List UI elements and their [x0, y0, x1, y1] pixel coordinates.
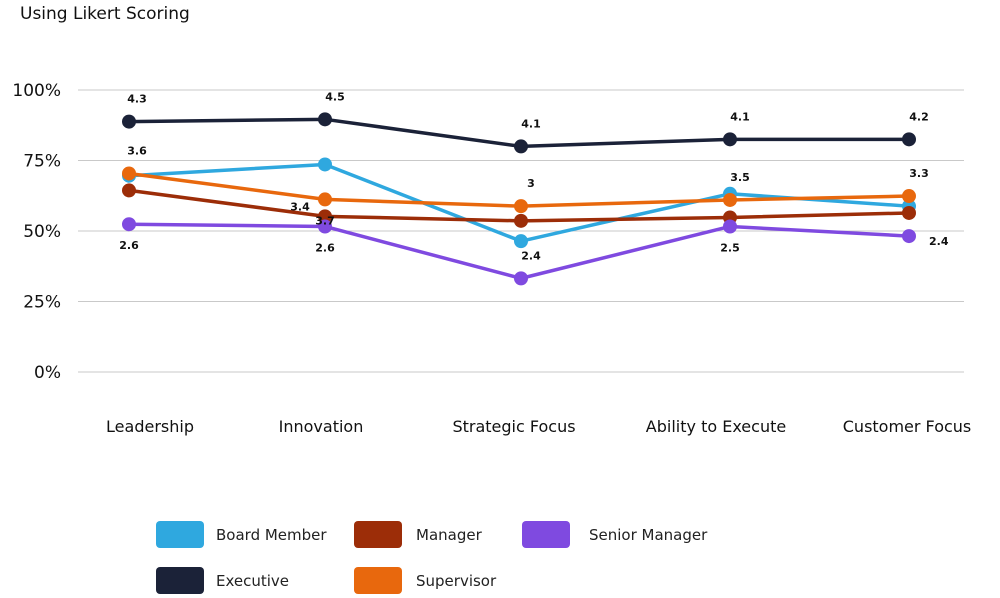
series-point-manager	[902, 205, 916, 220]
series-point-manager	[318, 209, 332, 224]
chart-subtitle: Using Likert Scoring	[20, 4, 190, 24]
series-point-executive	[514, 139, 528, 154]
x-axis-ticks: Leadership Innovation Strategic Focus Abili…	[106, 417, 971, 436]
legend-label-board-member: Board Member	[216, 526, 327, 544]
data-label: 2.6	[315, 241, 335, 254]
x-tick-label: Innovation	[279, 417, 364, 436]
series-point-senior-manager	[122, 217, 136, 232]
legend: Board Member Manager Senior Manager Executi…	[156, 521, 708, 594]
legend-swatch-manager	[354, 521, 402, 548]
series-point-senior-manager	[723, 219, 737, 234]
data-label: 4.3	[127, 93, 147, 106]
series-point-supervisor	[902, 189, 916, 204]
series-point-board-member	[318, 157, 332, 172]
series-line-senior-manager	[128, 222, 910, 281]
data-label: 2.5	[720, 241, 740, 254]
series-point-supervisor	[514, 199, 528, 214]
series-point-executive	[318, 112, 332, 127]
data-label: 3.3	[909, 167, 929, 180]
legend-label-supervisor: Supervisor	[416, 572, 497, 590]
series-point-executive	[723, 132, 737, 147]
y-axis-ticks: 0% 25% 50% 75% 100%	[12, 81, 61, 383]
x-tick-label: Customer Focus	[843, 417, 972, 436]
legend-swatch-supervisor	[354, 567, 402, 594]
legend-label-executive: Executive	[216, 572, 289, 590]
series-point-senior-manager	[902, 229, 916, 244]
data-label: 3.6	[127, 144, 147, 157]
series-point-manager	[122, 183, 136, 198]
data-label: 3	[527, 177, 535, 190]
data-label: 2.4	[521, 249, 541, 262]
data-label: 4.1	[521, 117, 541, 130]
data-labels: 4.3 4.5 4.1 4.1 4.2 3.6 3.7 3 3.5 3.3 3.4 2.6 2.6 2.4…	[119, 90, 949, 262]
y-tick-label: 75%	[23, 152, 61, 172]
x-tick-label: Strategic Focus	[452, 417, 575, 436]
legend-swatch-board-member	[156, 521, 204, 548]
series-point-supervisor	[318, 192, 332, 207]
series-group	[122, 112, 916, 286]
data-label: 4.1	[730, 110, 750, 123]
series-point-supervisor	[122, 166, 136, 181]
series-point-senior-manager	[318, 219, 332, 234]
data-label: 4.2	[909, 110, 929, 123]
series-point-senior-manager	[514, 271, 528, 286]
series-point-executive	[122, 114, 136, 129]
gridlines	[78, 89, 964, 373]
legend-swatch-executive	[156, 567, 204, 594]
y-tick-label: 100%	[12, 81, 61, 101]
series-point-executive	[902, 132, 916, 147]
y-tick-label: 50%	[23, 222, 61, 242]
series-point-supervisor	[723, 192, 737, 207]
legend-label-manager: Manager	[416, 526, 483, 544]
data-label: 3.5	[730, 171, 750, 184]
y-tick-label: 0%	[34, 363, 61, 383]
data-label: 3.4	[290, 200, 310, 213]
series-point-manager	[514, 213, 528, 228]
series-point-board-member	[514, 234, 528, 249]
legend-swatch-senior-manager	[522, 521, 570, 548]
y-tick-label: 25%	[23, 293, 61, 313]
data-label: 2.4	[929, 235, 949, 248]
x-tick-label: Ability to Execute	[646, 417, 786, 436]
data-label: 3.7	[315, 214, 335, 227]
data-label: 2.6	[119, 239, 139, 252]
x-tick-label: Leadership	[106, 417, 194, 436]
legend-label-senior-manager: Senior Manager	[589, 526, 708, 544]
data-label: 4.5	[325, 90, 345, 103]
